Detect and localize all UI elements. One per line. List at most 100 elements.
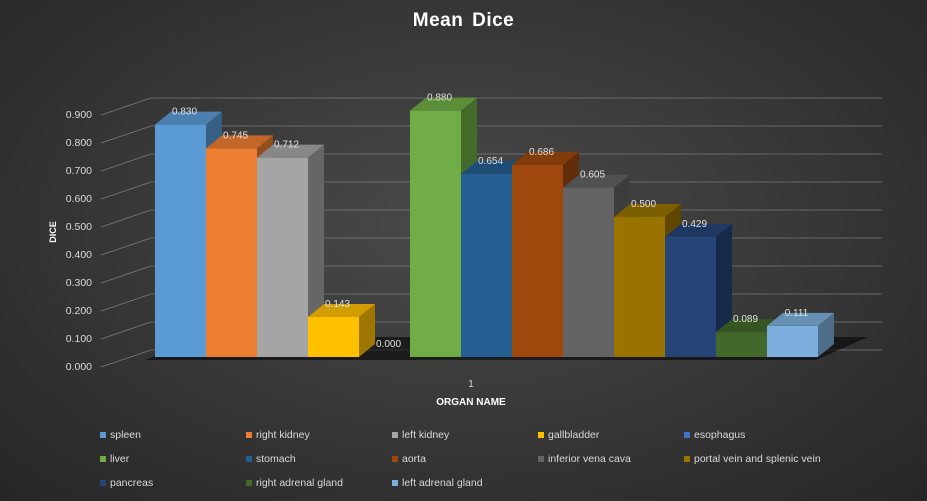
data-label: 0.605 [580,170,605,181]
y-tick-label: 0.900 [66,109,92,121]
legend-swatch [392,456,398,462]
legend-swatch [246,456,252,462]
y-tick-label: 0.700 [66,165,92,177]
bar-front [512,164,563,357]
bars [155,97,834,357]
data-label: 0.143 [325,299,350,310]
legend-item: inferior vena cava [538,452,684,466]
bar-front [410,110,461,357]
legend-swatch [100,432,106,438]
legend-swatch [392,480,398,486]
data-label: 0.880 [427,93,452,104]
legend-label: left adrenal gland [402,477,483,489]
bar-top [257,144,324,158]
bar-top [461,160,528,174]
bar-left-adrenal-gland [767,312,834,357]
gridline [100,125,882,144]
legend-item: left kidney [392,428,538,442]
data-label: 0.089 [733,314,758,325]
bar-front [257,157,308,357]
gridline [100,153,882,172]
legend-label: spleen [110,429,141,441]
legend-item: pancreas [100,476,246,490]
legend-item: right kidney [246,428,392,442]
legend-item: liver [100,452,246,466]
legend-item: right adrenal gland [246,476,392,490]
legend-label: esophagus [694,429,746,441]
bar-front [614,217,665,357]
legend-label: pancreas [110,477,154,489]
y-axis-title: DICE [48,221,58,243]
data-label: 0.745 [223,130,248,141]
legend-swatch [684,432,690,438]
bar-front [665,236,716,357]
legend-item: left adrenal gland [392,476,538,490]
data-label: 0.500 [631,199,656,210]
data-labels: 0.830 0.745 0.712 0.143 0.000 0.880 0.654 0.686… [172,93,809,350]
data-label: 0.686 [529,147,554,158]
gridline [100,181,882,200]
y-tick-label: 0.100 [66,333,92,345]
legend-swatch [392,432,398,438]
bar-front [206,148,257,357]
y-tick-label: 0.800 [66,137,92,149]
bar-top [665,223,732,237]
legend-label: right kidney [256,429,310,441]
bar-top [206,135,273,149]
bar-top [767,312,834,326]
y-tick-label: 0.500 [66,221,92,233]
legend-item: gallbladder [538,428,684,442]
bar-side [359,303,375,357]
bar-left-kidney [257,144,324,357]
legend-label: gallbladder [548,429,600,441]
legend-label: inferior vena cava [548,453,631,465]
data-label: 0.654 [478,156,503,167]
data-label: 0.000 [376,339,401,350]
legend-label: stomach [256,453,296,465]
legend-swatch [100,480,106,486]
bar-top [716,319,783,333]
bar-front [716,332,767,357]
bar-front [461,173,512,357]
legend-label: left kidney [402,429,450,441]
legend-swatch [246,432,252,438]
bar-gallbladder [308,303,375,357]
legend-swatch [684,456,690,462]
legend-item: stomach [246,452,392,466]
legend-label: aorta [402,453,426,465]
legend-label: right adrenal gland [256,477,343,489]
data-label: 0.111 [785,308,809,319]
gridline [100,97,882,116]
legend: spleen right kidney left kidney gallbladder… [100,428,920,490]
bar-front [767,325,818,357]
bar-pancreas [665,223,732,357]
bar-top [155,111,222,125]
bar-top [410,97,477,111]
legend-item: aorta [392,452,538,466]
y-tick-label: 0.600 [66,193,92,205]
bar-top [308,303,375,317]
y-tick-label: 0.300 [66,277,92,289]
bar-side [818,312,834,357]
legend-item: esophagus [684,428,830,442]
y-tick-label: 0.000 [66,361,92,373]
legend-swatch [538,456,544,462]
legend-swatch [538,432,544,438]
x-axis-title: ORGAN NAME [436,397,506,408]
data-label: 0.712 [274,140,299,151]
bar-top [563,174,630,188]
legend-item: spleen [100,428,246,442]
x-axis-category-label: 1 [468,379,474,390]
legend-label: liver [110,453,130,465]
legend-label: portal vein and splenic vein [694,453,821,465]
y-tick-label: 0.400 [66,249,92,261]
legend-swatch [246,480,252,486]
data-label: 0.830 [172,107,197,118]
bar-side [308,144,324,357]
bar-front [563,187,614,357]
data-label: 0.429 [682,219,707,230]
bar-front [308,316,359,357]
chart-title: Mean Dice [412,10,515,31]
legend-swatch [100,456,106,462]
